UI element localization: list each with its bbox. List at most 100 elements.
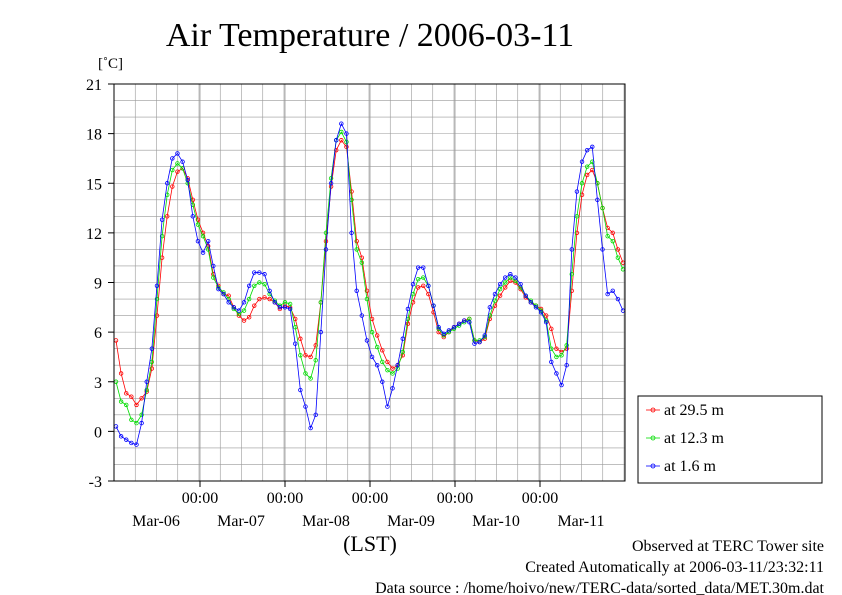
series-point [574,189,580,194]
series-point [395,363,400,368]
series-point [415,276,421,282]
series-point [584,172,590,178]
series-point [374,363,380,368]
series-point [549,326,554,332]
series-point [303,404,308,409]
x-tick-time-label: 00:00 [437,490,473,507]
series-point [267,288,272,293]
series-point [451,324,457,330]
series-point [523,293,528,298]
series-point [149,346,155,351]
legend-entry: at 29.5 m [646,402,725,419]
series-point [492,298,498,303]
series-point [405,321,411,327]
series-point [175,151,180,156]
series-point [549,359,554,365]
chart-title: Air Temperature / 2006-03-11 [166,17,574,54]
series-point [615,247,621,252]
series-2 [113,121,626,447]
series-point [246,283,252,289]
series-point [364,338,370,343]
series-point [118,371,124,376]
legend-marker [650,463,656,469]
series-point [456,321,462,327]
series-point [564,363,569,368]
legend: at 29.5 m at 12.3 m at 1.6 m [637,395,823,484]
series-point [308,376,313,381]
series-point [462,318,467,323]
series-point [159,217,165,222]
series-point [385,359,390,365]
series-point [615,296,621,302]
series-point [257,280,262,285]
series-point [492,291,498,297]
series-point [272,300,277,305]
series-point [590,144,595,150]
series-point [421,265,426,270]
series-point [503,275,508,280]
series-point [267,296,272,302]
series-point [252,303,257,308]
series-point [446,328,452,333]
footer-created: Created Automatically at 2006-03-11/23:3… [525,559,824,576]
series-point [118,399,124,404]
series-layer [113,121,626,447]
series-point [129,440,134,446]
series-line [115,122,624,446]
series-line [115,139,624,406]
series-point [144,387,149,393]
footer-data-source: Data source : /home/hoivo/new/TERC-data/… [375,580,824,595]
series-point [190,214,196,219]
series-point [559,353,564,358]
series-point [354,247,359,252]
x-tick-date-label: Mar-09 [387,513,435,530]
legend-entry: at 12.3 m [646,430,725,447]
series-point [359,313,365,318]
series-point [595,197,600,202]
legend-entry: at 1.6 m [646,458,717,475]
series-point [200,250,206,255]
series-point [354,288,359,293]
series-point [415,285,421,290]
series-point [328,181,334,186]
series-point [380,359,385,365]
series-point [584,164,590,169]
series-point [569,247,574,252]
x-tick-date-label: Mar-08 [302,513,350,530]
x-tick-date-label: Mar-11 [557,513,604,530]
series-point [149,366,155,371]
series-point [236,308,242,313]
series-line [115,131,624,424]
series-point [564,343,569,348]
series-point [477,339,482,345]
series-point [226,300,231,305]
series-point [436,324,441,330]
series-point [195,217,201,222]
series-point [421,283,426,289]
series-point [282,305,288,310]
series-point [144,379,149,384]
series-point [200,233,206,239]
series-point [252,283,257,289]
series-point [487,305,493,310]
series-point [497,293,503,298]
series-point [134,420,139,426]
series-point [339,138,344,143]
series-point [323,247,329,252]
series-point [400,349,405,355]
series-point [221,291,226,297]
series-point [385,404,390,409]
series-point [497,281,503,287]
series-point [313,412,318,418]
series-point [287,301,293,307]
series-point [497,286,503,292]
series-point [374,333,380,338]
x-tick-time-label: 00:00 [182,490,218,507]
grid [114,83,625,482]
series-point [554,354,559,360]
series-point [139,396,144,401]
series-point [543,313,549,318]
series-point [293,341,298,346]
